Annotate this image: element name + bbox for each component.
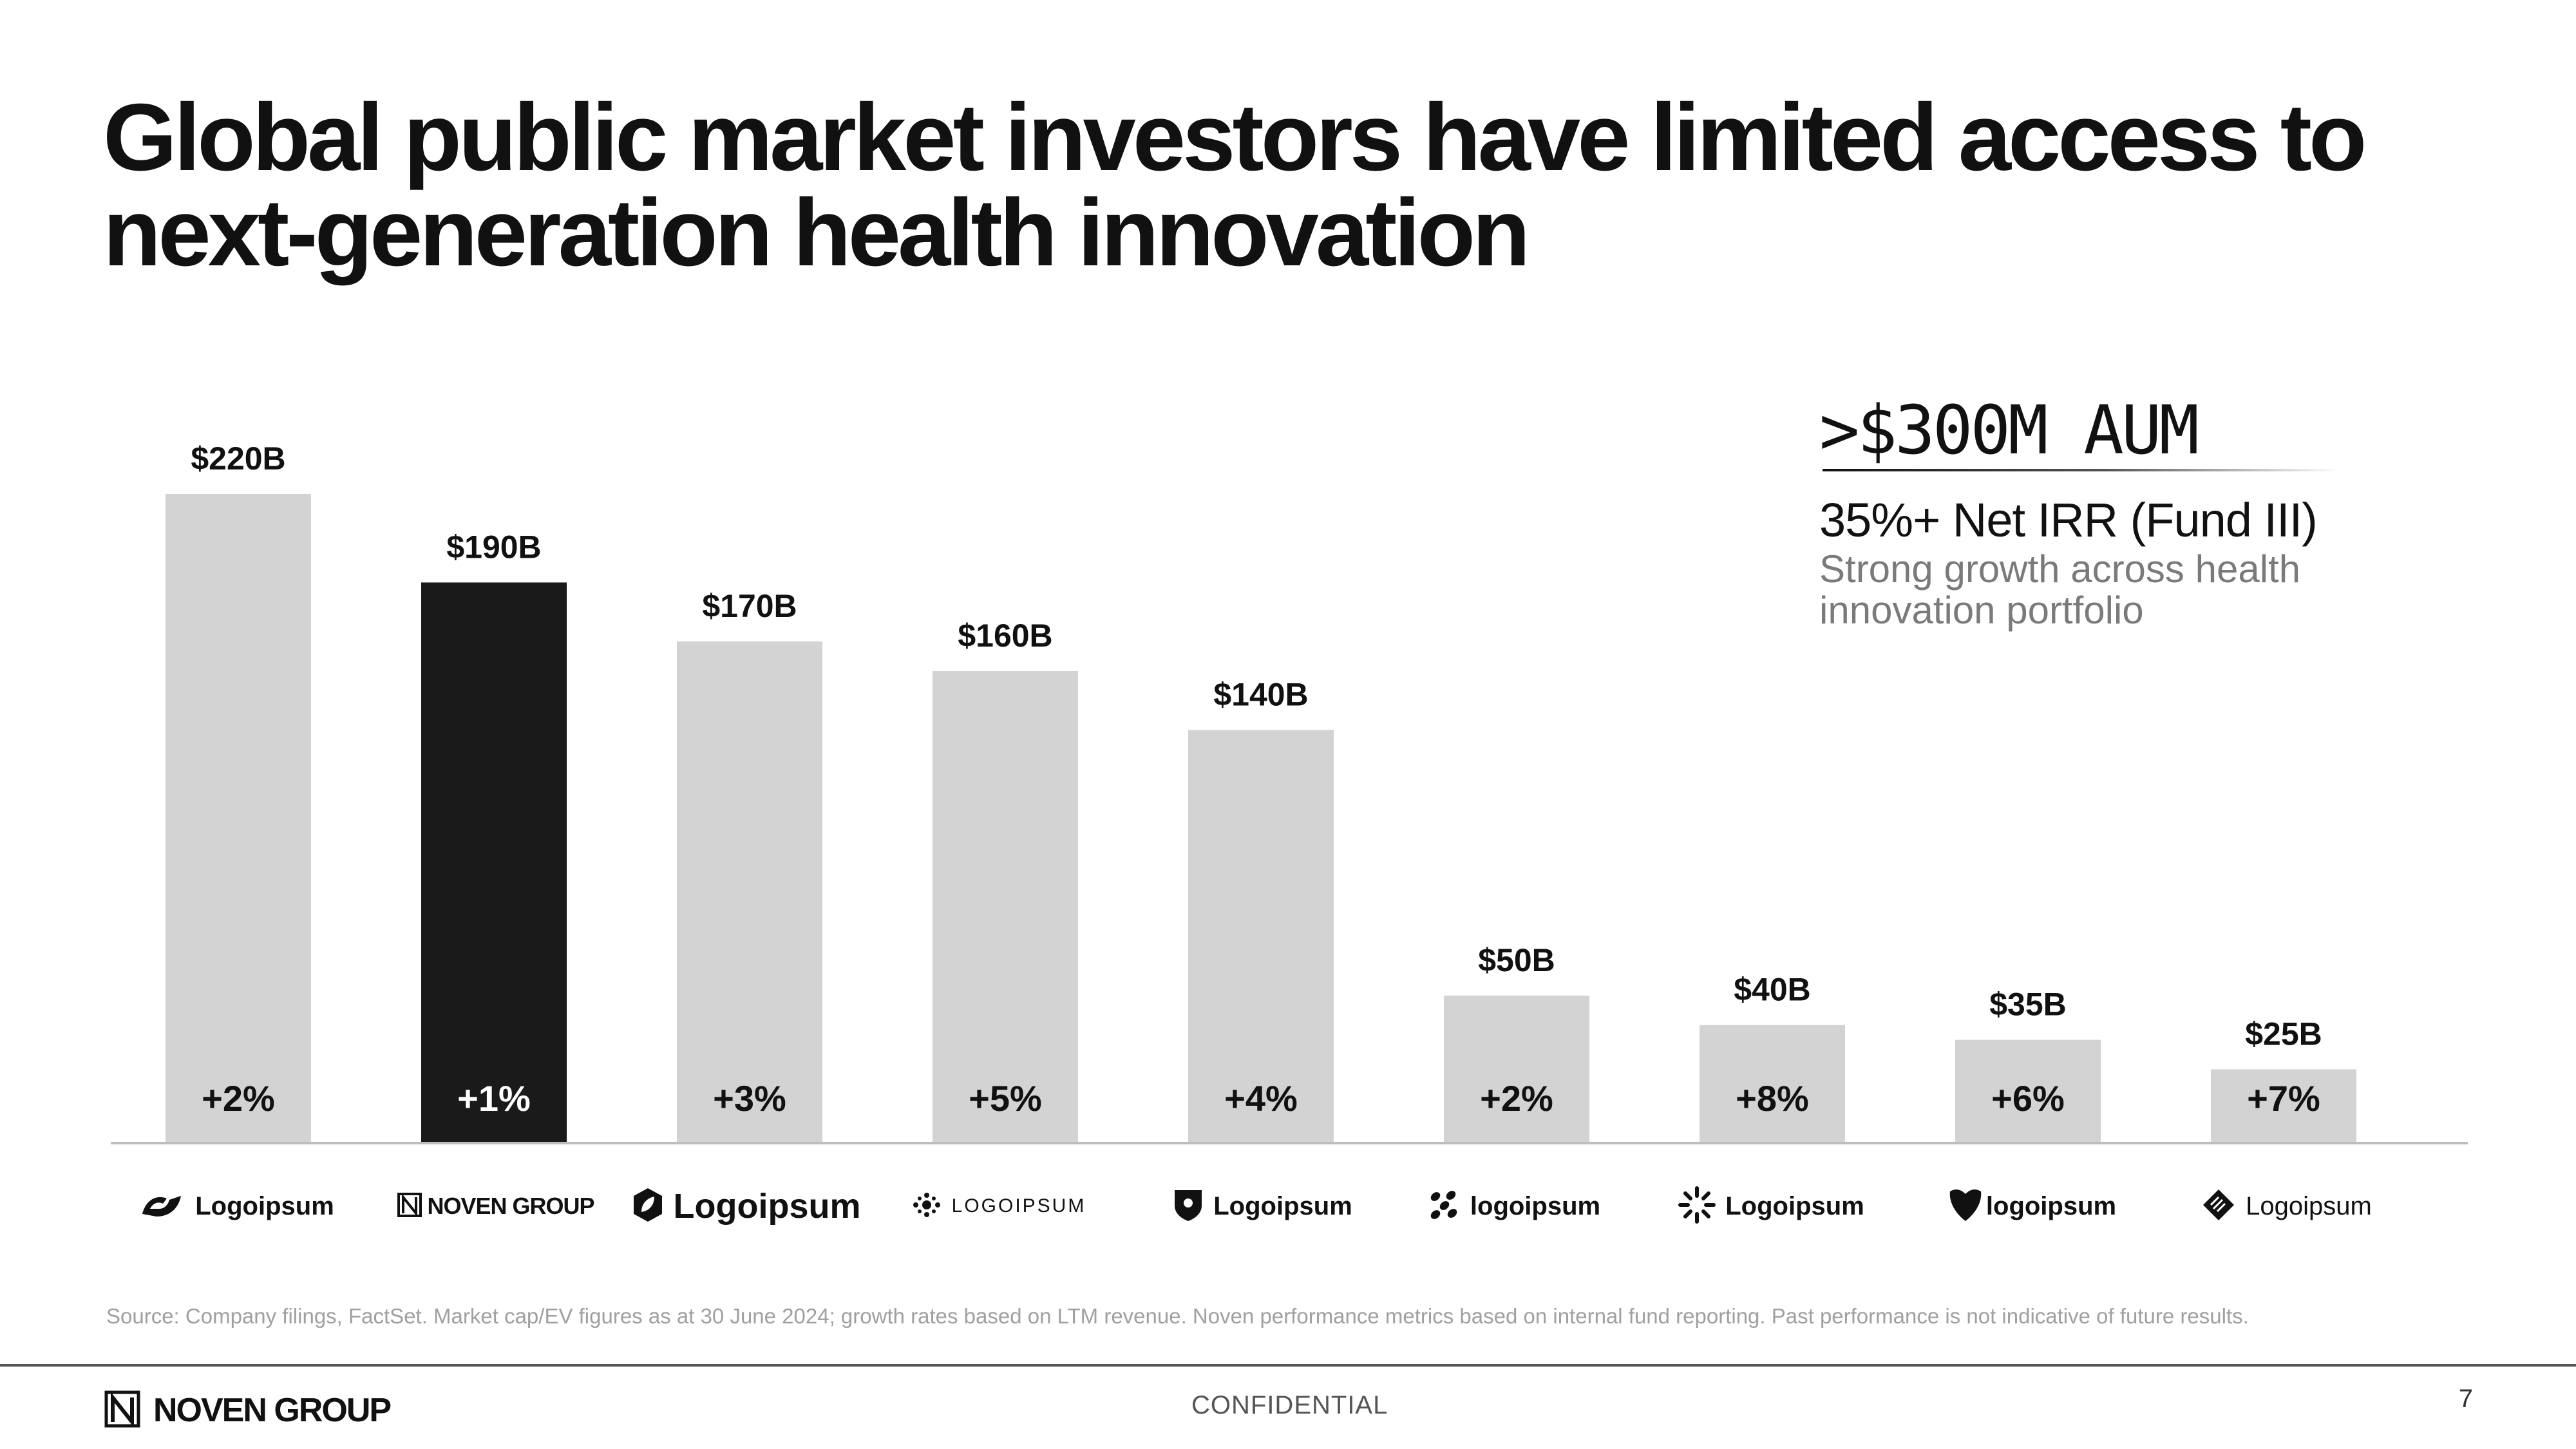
company-logo-5-text: Logoipsum [1213, 1191, 1352, 1220]
source-footnote: Source: Company filings, FactSet. Market… [106, 1304, 2249, 1328]
kpi-divider [1823, 469, 2338, 471]
company-logo-4-text: LOGOIPSUM [951, 1195, 1086, 1217]
noven-n-logo-icon [104, 1390, 140, 1431]
bar-growth-label-6: +2% [1480, 1078, 1553, 1119]
footer-brand-text: NOVEN GROUP [153, 1392, 392, 1429]
company-logo-1-text: Logoipsum [195, 1191, 334, 1220]
swoosh-logo-icon [137, 1189, 186, 1224]
company-logo-6-text: logoipsum [1470, 1191, 1601, 1220]
bar-value-label-9: $25B [2245, 1016, 2322, 1052]
bar-value-label-7: $40B [1734, 972, 1811, 1008]
bar-value-label-3: $170B [702, 588, 797, 624]
company-logo-7-text: Logoipsum [1725, 1191, 1864, 1220]
bar-value-label-8: $35B [1989, 987, 2067, 1023]
bar-growth-label-4: +5% [969, 1078, 1042, 1119]
page-number: 7 [2458, 1385, 2473, 1413]
bar-5 [1188, 730, 1334, 1143]
bar-growth-label-9: +7% [2247, 1078, 2320, 1119]
company-logo-2-text: NOVEN GROUP [427, 1193, 594, 1219]
company-logo-9-text: Logoipsum [2246, 1191, 2372, 1220]
bar-8 [1955, 1039, 2101, 1143]
scattered-dots-logo-icon [1426, 1188, 1461, 1226]
bar-value-label-2: $190B [446, 529, 541, 565]
bar-7 [1700, 1025, 1845, 1143]
kpi-aum: >$300M AUM [1819, 391, 2199, 469]
footer-brand-logo: NOVEN GROUP [104, 1388, 392, 1433]
bar-growth-label-8: +6% [1991, 1078, 2065, 1119]
confidential-label: CONFIDENTIAL [1191, 1391, 1388, 1419]
bar-4 [933, 670, 1078, 1143]
shield-logo-icon [1172, 1188, 1204, 1226]
bar-growth-label-5: +4% [1224, 1078, 1298, 1119]
bar-value-label-1: $220B [191, 440, 285, 477]
kpi-description: Strong growth across health innovation p… [1819, 547, 2301, 632]
hexagon-leaf-logo-icon [631, 1186, 665, 1227]
company-logo-2: NOVEN GROUP [397, 1184, 595, 1229]
bar-growth-label-1: +2% [202, 1078, 275, 1119]
slide-title-line-1: Global public market investors have limi… [103, 84, 2367, 191]
company-logo-7: Logoipsum [1678, 1184, 1864, 1229]
company-logo-4: LOGOIPSUM [902, 1184, 1095, 1229]
bar-1 [166, 494, 311, 1143]
bar-9 [2211, 1069, 2356, 1143]
company-logo-8: logoipsum [1938, 1184, 2125, 1229]
sunburst-logo-icon [1678, 1186, 1716, 1227]
slide-title-line-2: next-generation health innovation [103, 180, 1530, 286]
company-logo-9: Logoipsum [2190, 1184, 2383, 1229]
bar-value-label-6: $50B [1478, 942, 1555, 978]
bar-3 [677, 641, 822, 1143]
company-logo-3: Logoipsum [633, 1184, 860, 1229]
footer-divider [0, 1364, 2576, 1367]
layered-diamond-logo-icon [2201, 1187, 2237, 1226]
bar-value-label-5: $140B [1213, 677, 1308, 713]
dotted-star-logo-icon [911, 1192, 943, 1221]
bar-growth-label-2: +1% [457, 1078, 531, 1119]
bar-growth-label-7: +8% [1736, 1078, 1809, 1119]
bar-6 [1444, 995, 1589, 1143]
bar-2 [421, 582, 567, 1143]
company-logo-1: Logoipsum [142, 1184, 334, 1229]
company-logo-5: Logoipsum [1172, 1184, 1352, 1229]
company-logo-3-text: Logoipsum [673, 1187, 861, 1226]
noven-n-logo-icon [397, 1192, 422, 1221]
kpi-irr: 35%+ Net IRR (Fund III) [1819, 493, 2318, 547]
bar-growth-label-3: +3% [713, 1078, 786, 1119]
heart-shield-logo-icon [1947, 1188, 1984, 1226]
company-logo-6: logoipsum [1423, 1184, 1604, 1229]
company-logo-8-text: logoipsum [1985, 1191, 2117, 1220]
bar-value-label-4: $160B [958, 618, 1052, 654]
slide-title: Global public market investors have limi… [103, 90, 2421, 281]
